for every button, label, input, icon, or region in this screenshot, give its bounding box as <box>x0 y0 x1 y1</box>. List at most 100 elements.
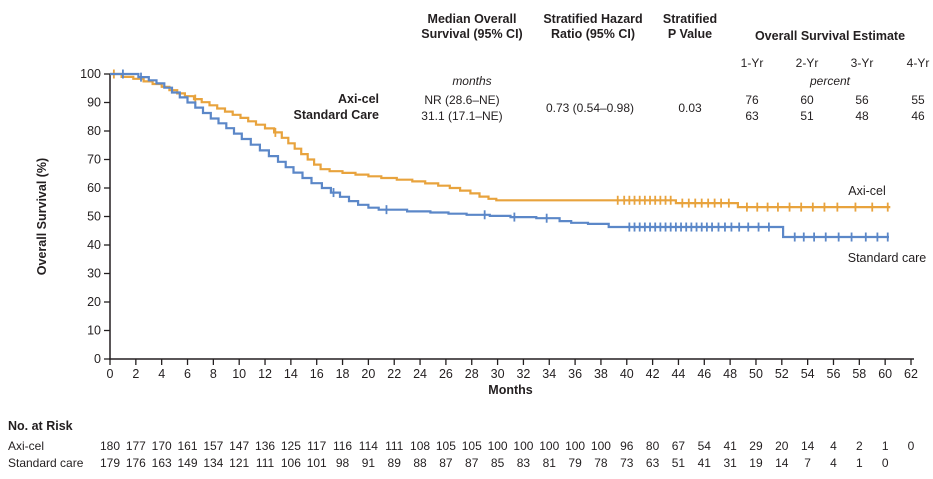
at-risk-value: 96 <box>620 439 634 453</box>
hazard-ratio-header-line2: Ratio (95% CI) <box>550 27 636 41</box>
at-risk-value: 89 <box>387 456 401 470</box>
at-risk-value: 149 <box>177 456 198 470</box>
x-tick-label: 0 <box>107 367 114 381</box>
x-tick-label: 52 <box>775 367 789 381</box>
x-tick-label: 30 <box>491 367 505 381</box>
at-risk-value: 0 <box>881 456 889 470</box>
at-risk-value: 19 <box>749 456 763 470</box>
at-risk-value: 73 <box>620 456 634 470</box>
y-tick-label: 40 <box>87 238 101 252</box>
at-risk-value: 87 <box>465 456 479 470</box>
at-risk-value: 54 <box>697 439 711 453</box>
os-1yr-standard: 63 <box>745 109 759 123</box>
x-tick-label: 28 <box>465 367 479 381</box>
median-os-header-line1: Median Overall <box>427 12 517 26</box>
os-4yr-axicel: 55 <box>911 93 925 107</box>
x-tick-label: 20 <box>361 367 375 381</box>
x-tick-label: 16 <box>310 367 324 381</box>
at-risk-value: 117 <box>307 439 327 453</box>
x-tick-label: 48 <box>723 367 737 381</box>
at-risk-value: 14 <box>800 439 815 453</box>
at-risk-row-label-axicel: Axi-cel <box>8 439 45 453</box>
at-risk-value: 91 <box>361 456 376 470</box>
at-risk-value: 116 <box>332 439 353 453</box>
at-risk-value: 161 <box>177 439 198 453</box>
x-tick-label: 14 <box>284 367 298 381</box>
x-tick-label: 40 <box>620 367 634 381</box>
percent-unit-label: percent <box>809 74 851 88</box>
at-risk-value: 106 <box>280 456 301 470</box>
at-risk-value: 105 <box>435 439 456 453</box>
at-risk-value: 41 <box>697 456 711 470</box>
summary-row-label-axicel: Axi-cel <box>338 92 379 106</box>
at-risk-value: 31 <box>723 456 737 470</box>
curve-label-standard: Standard care <box>848 251 927 265</box>
curve-label-axicel: Axi-cel <box>848 184 886 198</box>
p-value-header-line1: Stratified <box>662 12 718 26</box>
x-tick-label: 24 <box>413 367 427 381</box>
y-tick-label: 50 <box>87 210 101 224</box>
at-risk-value: 111 <box>385 439 404 453</box>
y-axis-title: Overall Survival (%) <box>35 158 49 275</box>
x-tick-label: 10 <box>232 367 246 381</box>
at-risk-value: 67 <box>671 439 686 453</box>
survival-curve-standard <box>110 72 889 239</box>
months-unit-label: months <box>452 74 492 88</box>
median-os-header-line2: Survival (95% CI) <box>421 27 523 41</box>
at-risk-value: 176 <box>125 456 146 470</box>
at-risk-value: 100 <box>513 439 534 453</box>
at-risk-title: No. at Risk <box>8 419 73 433</box>
at-risk-value: 170 <box>151 439 172 453</box>
at-risk-value: 29 <box>749 439 763 453</box>
x-tick-label: 42 <box>646 367 660 381</box>
x-tick-label: 50 <box>749 367 763 381</box>
at-risk-value: 88 <box>413 456 427 470</box>
x-tick-label: 44 <box>671 367 685 381</box>
x-tick-label: 34 <box>542 367 556 381</box>
at-risk-value: 78 <box>594 456 608 470</box>
at-risk-value: 108 <box>410 439 431 453</box>
x-tick-label: 26 <box>439 367 453 381</box>
at-risk-value: 87 <box>439 456 453 470</box>
at-risk-value: 1 <box>881 439 889 453</box>
at-risk-row-label-standard: Standard care <box>8 456 84 470</box>
os-subcol-1yr: 1-Yr <box>740 56 764 70</box>
x-tick-label: 56 <box>827 367 841 381</box>
at-risk-value: 63 <box>645 456 660 470</box>
at-risk-value: 7 <box>804 456 811 470</box>
at-risk-value: 147 <box>229 439 250 453</box>
x-tick-label: 58 <box>852 367 866 381</box>
at-risk-value: 51 <box>671 456 686 470</box>
at-risk-value: 98 <box>335 456 350 470</box>
x-tick-label: 4 <box>158 367 165 381</box>
os-1yr-axicel: 76 <box>745 93 759 107</box>
x-axis-title: Months <box>488 383 532 397</box>
x-tick-label: 38 <box>594 367 608 381</box>
y-tick-label: 10 <box>87 324 101 338</box>
os-2yr-standard: 51 <box>800 109 814 123</box>
x-tick-label: 62 <box>904 367 918 381</box>
at-risk-value: 4 <box>830 439 837 453</box>
at-risk-value: 114 <box>358 439 378 453</box>
at-risk-value: 85 <box>490 456 505 470</box>
hazard-ratio-header-line1: Stratified Hazard <box>543 12 643 26</box>
at-risk-value: 20 <box>775 439 789 453</box>
y-tick-label: 0 <box>94 352 101 366</box>
at-risk-value: 157 <box>203 439 224 453</box>
at-risk-value: 134 <box>203 456 224 470</box>
at-risk-value: 1 <box>855 456 863 470</box>
y-tick-label: 80 <box>87 124 101 138</box>
at-risk-value: 121 <box>229 456 250 470</box>
at-risk-value: 100 <box>590 439 611 453</box>
at-risk-value: 4 <box>830 456 837 470</box>
at-risk-value: 179 <box>99 456 121 470</box>
at-risk-value: 105 <box>461 439 482 453</box>
at-risk-value: 14 <box>775 456 789 470</box>
at-risk-value: 100 <box>565 439 586 453</box>
y-tick-label: 100 <box>80 67 101 81</box>
x-tick-label: 6 <box>184 367 191 381</box>
summary-row-label-standard: Standard Care <box>293 108 379 122</box>
at-risk-value: 125 <box>280 439 301 453</box>
